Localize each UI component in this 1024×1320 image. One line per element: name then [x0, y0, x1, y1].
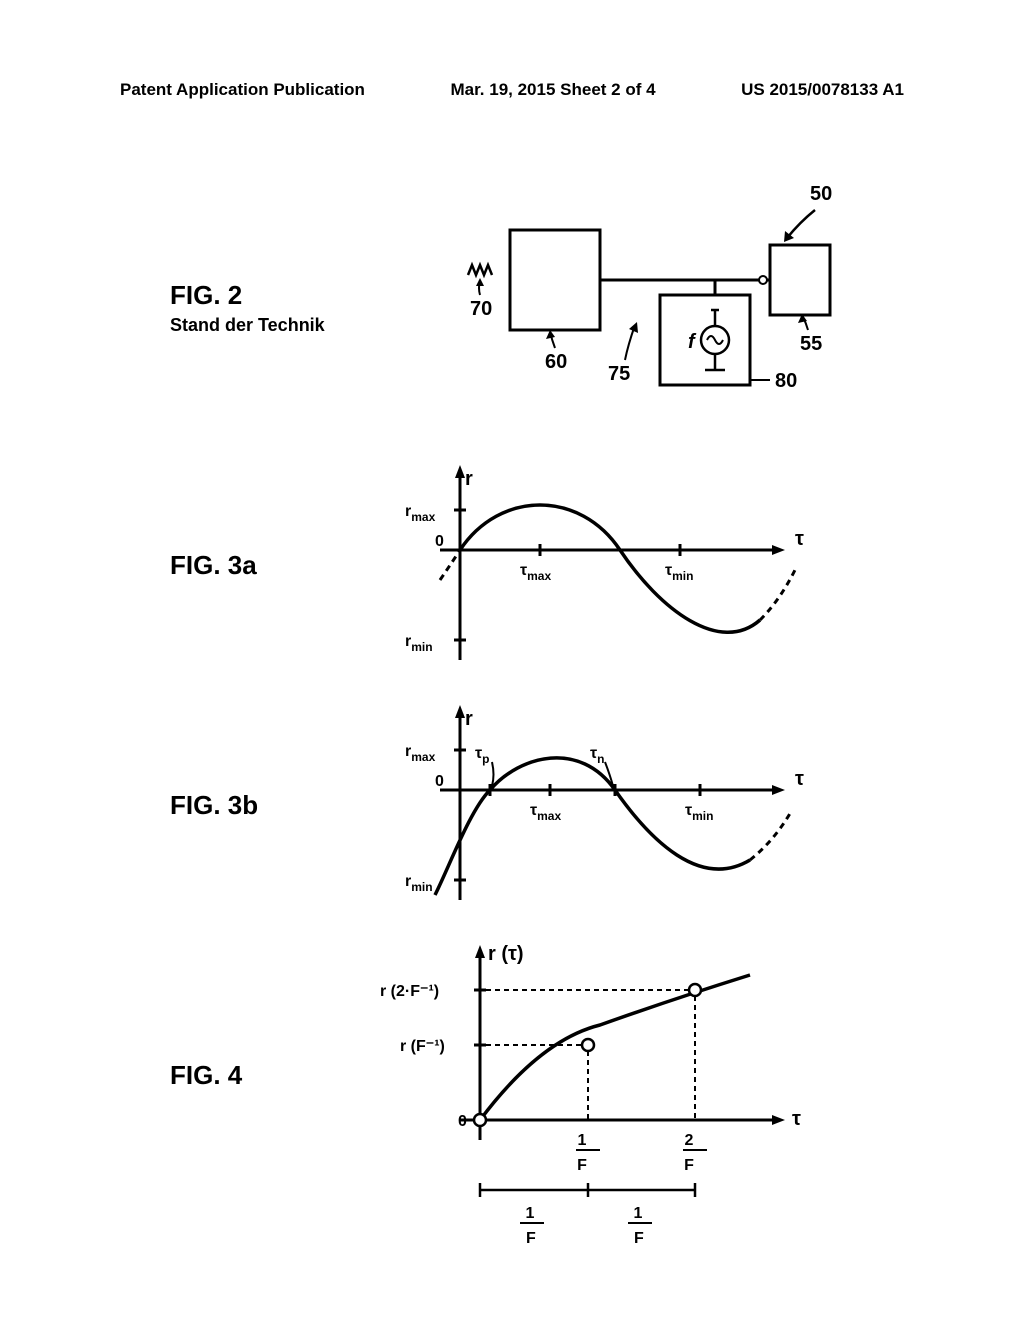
fig3a-label-block: FIG. 3a	[170, 550, 257, 581]
header-right: US 2015/0078133 A1	[741, 80, 904, 100]
rmax-label: rmax	[405, 503, 436, 524]
label-50: 50	[810, 183, 832, 205]
tn-label: τn	[590, 745, 604, 766]
f-label: f	[688, 331, 697, 353]
tmin-label: τmin	[665, 562, 693, 583]
fig3b-label-block: FIG. 3b	[170, 790, 258, 821]
svg-text:0: 0	[435, 773, 444, 790]
x-axis-label: τ	[795, 768, 804, 790]
zero-label: 0	[435, 533, 444, 550]
box-60	[510, 230, 600, 330]
y-axis-label: r	[465, 468, 473, 490]
svg-text:F: F	[526, 1230, 536, 1247]
x-axis-label: τ	[792, 1108, 801, 1130]
x-arrowhead	[772, 545, 785, 555]
svg-text:τmin: τmin	[685, 802, 713, 823]
sine-curve-dashed	[750, 810, 792, 860]
box-80	[660, 295, 750, 385]
fig2-label: FIG. 2	[170, 280, 325, 311]
fig3a-plot: r τ rmax 0 rmin τmax τmin	[380, 450, 820, 680]
curve	[480, 975, 750, 1120]
svg-text:F: F	[684, 1157, 694, 1174]
svg-text:rmin: rmin	[405, 873, 433, 894]
svg-text:1: 1	[578, 1132, 587, 1149]
page-header: Patent Application Publication Mar. 19, …	[0, 80, 1024, 100]
label-80: 80	[775, 370, 797, 392]
header-left: Patent Application Publication	[120, 80, 365, 100]
label-55: 55	[800, 333, 822, 355]
tmax-label: τmax	[520, 562, 551, 583]
svg-text:1: 1	[526, 1205, 535, 1222]
fig4-label-block: FIG. 4	[170, 1060, 242, 1091]
label-60: 60	[545, 351, 567, 373]
sine-curve-dashed	[760, 570, 795, 620]
svg-text:2: 2	[685, 1132, 694, 1149]
fig4-plot: r (τ) τ r (2·F⁻¹) r (F⁻¹) 0 1 F 2 F 1 F …	[360, 930, 820, 1250]
tp-label: τp	[475, 745, 489, 766]
fig3b-plot: r τ rmax 0 rmin τmax τmin τp τn	[380, 690, 820, 920]
y-arrowhead	[455, 465, 465, 478]
fig4-label: FIG. 4	[170, 1060, 242, 1091]
svg-text:τmax: τmax	[530, 802, 561, 823]
svg-text:F: F	[577, 1157, 587, 1174]
ac-wave-icon	[707, 336, 723, 344]
point-1f	[582, 1039, 594, 1051]
x-axis-label: τ	[795, 528, 804, 550]
fig3b-label: FIG. 3b	[170, 790, 258, 821]
box-55	[770, 245, 830, 315]
label-70: 70	[470, 298, 492, 320]
header-center: Mar. 19, 2015 Sheet 2 of 4	[451, 80, 656, 100]
antenna-icon	[468, 265, 492, 275]
svg-text:F: F	[634, 1230, 644, 1247]
label-75: 75	[608, 363, 630, 385]
r2f-label: r (2·F⁻¹)	[380, 983, 439, 1000]
svg-text:0: 0	[458, 1113, 467, 1130]
point-2f	[689, 984, 701, 996]
fig2-label-block: FIG. 2 Stand der Technik	[170, 280, 325, 336]
sine-curve-solid	[460, 505, 760, 632]
rmin-label: rmin	[405, 633, 433, 654]
y-axis-label: r	[465, 708, 473, 730]
fig3a-label: FIG. 3a	[170, 550, 257, 581]
y-axis-label: r (τ)	[488, 943, 524, 965]
fig2-sublabel: Stand der Technik	[170, 315, 325, 336]
terminal-circle	[759, 276, 767, 284]
svg-text:rmax: rmax	[405, 743, 436, 764]
rf-label: r (F⁻¹)	[400, 1038, 445, 1055]
fig2-diagram: f 70 60 75 80 55 50	[430, 180, 850, 410]
svg-text:1: 1	[634, 1205, 643, 1222]
pointer-50	[787, 210, 815, 238]
point-origin	[474, 1114, 486, 1126]
